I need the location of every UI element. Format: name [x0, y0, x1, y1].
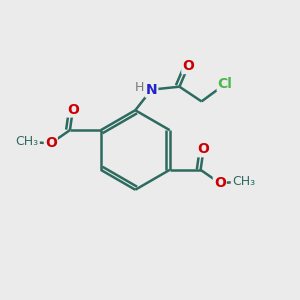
- Text: O: O: [67, 103, 79, 116]
- Text: O: O: [182, 59, 194, 73]
- Text: O: O: [45, 136, 57, 150]
- Text: O: O: [214, 176, 226, 190]
- Text: Cl: Cl: [218, 77, 232, 91]
- Text: CH₃: CH₃: [232, 175, 255, 188]
- Text: O: O: [198, 142, 209, 156]
- Text: CH₃: CH₃: [16, 135, 39, 148]
- Text: N: N: [146, 82, 157, 97]
- Text: H: H: [134, 81, 144, 94]
